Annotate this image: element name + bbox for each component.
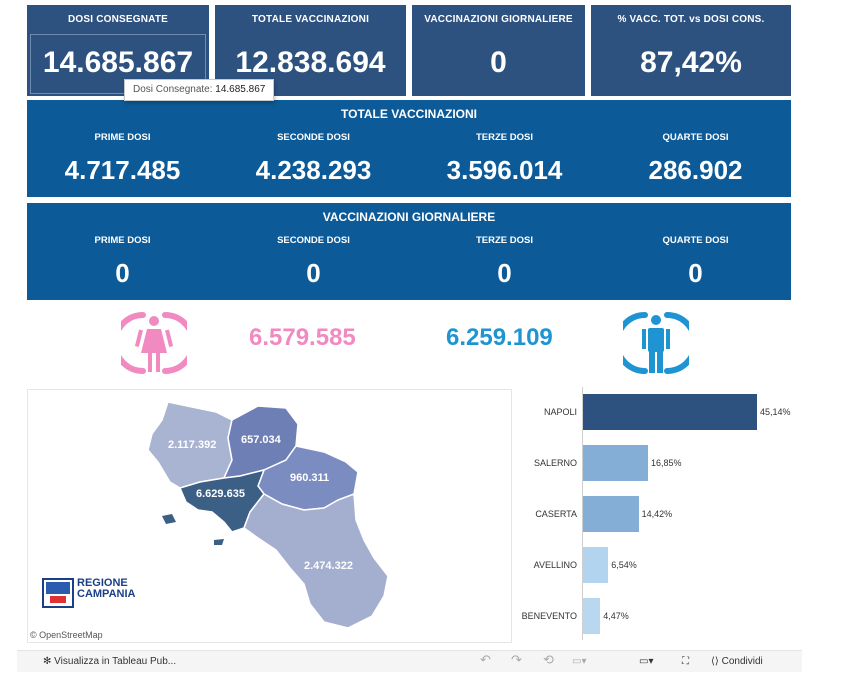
stat-value: 286.902 [648, 155, 743, 185]
map-attribution[interactable]: © OpenStreetMap [30, 630, 103, 640]
female-count: 6.579.585 [249, 324, 356, 351]
bar-value-label: 4,47% [603, 611, 629, 621]
daily-prime-dosi[interactable]: PRIME DOSI 0 [27, 224, 218, 289]
stat-value: 3.596.014 [446, 155, 563, 185]
stat-value: 0 [306, 258, 321, 288]
male-person-icon [614, 308, 698, 383]
daily-seconde-dosi[interactable]: SECONDE DOSI 0 [218, 224, 409, 289]
kpi-label: TOTALE VACCINAZIONI [251, 14, 370, 25]
stat-value: 0 [688, 258, 703, 288]
province-salerno[interactable] [243, 492, 389, 629]
label-caserta: 2.117.392 [168, 439, 217, 451]
stat-terze-dosi[interactable]: TERZE DOSI 3.596.014 [409, 121, 600, 186]
view-on-tableau-link[interactable]: ✻ Visualizza in Tableau Pub... [43, 655, 176, 669]
stat-label: QUARTE DOSI [662, 132, 729, 143]
island-capri [214, 539, 224, 545]
tableau-icon: ✻ [43, 656, 52, 667]
bar-row-napoli[interactable]: NAPOLI 45,14% [515, 394, 791, 430]
bar[interactable] [583, 445, 648, 481]
campania-map[interactable]: 2.117.392 657.034 960.311 6.629.635 2.47… [27, 389, 512, 643]
view-label: Visualizza in Tableau Pub... [54, 656, 177, 667]
kpi-value: 12.838.694 [235, 46, 386, 79]
label-salerno: 2.474.322 [304, 560, 353, 572]
panel-title: VACCINAZIONI GIORNALIERE [322, 210, 496, 224]
logo-line-2: CAMPANIA [77, 588, 136, 600]
selection-box [30, 34, 206, 94]
female-person-icon [112, 308, 196, 383]
label-avellino: 960.311 [290, 472, 330, 484]
stat-seconde-dosi[interactable]: SECONDE DOSI 4.238.293 [218, 121, 409, 186]
stat-value: 4.717.485 [64, 155, 181, 185]
revert-icon[interactable]: ⟲ [543, 652, 554, 667]
kpi-label: DOSI CONSEGNATE [67, 14, 169, 25]
share-label: Condividi [721, 656, 763, 667]
bar-row-caserta[interactable]: CASERTA 14,42% [515, 496, 791, 532]
stat-label: TERZE DOSI [475, 132, 533, 143]
logo-line-1: REGIONE [77, 577, 128, 589]
kpi-value: 87,42% [640, 46, 742, 79]
regione-campania-emblem [42, 578, 74, 608]
panel-title: TOTALE VACCINAZIONI [341, 107, 477, 121]
device-layout-icon[interactable]: ▭▾ [639, 656, 654, 667]
bar-category-label: NAPOLI [543, 407, 577, 417]
stat-value: 4.238.293 [255, 155, 372, 185]
bar-row-benevento[interactable]: BENEVENTO 4,47% [515, 598, 791, 634]
fullscreen-icon[interactable]: ⛶ [682, 656, 689, 667]
bar-category-label: SALERNO [533, 458, 577, 468]
stat-label: SECONDE DOSI [277, 132, 350, 143]
tooltip-value: 14.685.867 [215, 84, 266, 95]
bar[interactable] [583, 496, 639, 532]
province-bar-chart: NAPOLI 45,14% SALERNO 16,85% CASERTA 14,42% AV… [515, 387, 791, 640]
pause-icon[interactable]: ▭▾ [572, 656, 587, 667]
undo-icon[interactable]: ↶ [480, 652, 491, 667]
bar-category-label: BENEVENTO [521, 611, 577, 621]
redo-icon[interactable]: ↷ [511, 652, 522, 667]
chart-axis [582, 387, 583, 640]
daily-quarte-dosi[interactable]: QUARTE DOSI 0 [600, 224, 791, 289]
bar[interactable] [583, 394, 757, 430]
kpi-dosi-consegnate[interactable]: DOSI CONSEGNATE 14.685.867 [27, 5, 209, 96]
tooltip-label: Dosi Consegnate: [133, 84, 213, 95]
tooltip: Dosi Consegnate: 14.685.867 [124, 79, 275, 101]
kpi-label: % VACC. TOT. vs DOSI CONS. [617, 14, 765, 25]
bar-category-label: CASERTA [535, 509, 577, 519]
kpi-label: VACCINAZIONI GIORNALIERE [424, 14, 573, 25]
bar[interactable] [583, 547, 609, 583]
share-button[interactable]: ⟨⟩ Condividi [711, 655, 763, 669]
bar[interactable] [583, 598, 601, 634]
daily-terze-dosi[interactable]: TERZE DOSI 0 [409, 224, 600, 289]
share-icon: ⟨⟩ [711, 656, 719, 667]
tableau-toolbar: ✻ Visualizza in Tableau Pub... ↶ ↷ ⟲ ▭▾ … [17, 650, 802, 672]
bar-value-label: 16,85% [650, 458, 682, 468]
bar-category-label: AVELLINO [533, 560, 577, 570]
stat-label: PRIME DOSI [94, 132, 151, 143]
totale-vaccinazioni-panel: TOTALE VACCINAZIONI PRIME DOSI 4.717.485… [27, 100, 791, 197]
label-napoli: 6.629.635 [196, 488, 245, 500]
kpi-vaccinazioni-giornaliere[interactable]: VACCINAZIONI GIORNALIERE 0 [412, 5, 585, 96]
stat-value: 0 [497, 258, 512, 288]
kpi-value: 14.685.867 [42, 46, 194, 79]
bar-value-label: 6,54% [611, 560, 637, 570]
regione-campania-logo: REGIONE CAMPANIA [42, 578, 135, 608]
male-count: 6.259.109 [446, 324, 553, 351]
stat-quarte-dosi[interactable]: QUARTE DOSI 286.902 [600, 121, 791, 186]
bar-value-label: 45,14% [760, 407, 791, 417]
stat-label: SECONDE DOSI [277, 235, 350, 246]
stat-prime-dosi[interactable]: PRIME DOSI 4.717.485 [27, 121, 218, 186]
stat-label: PRIME DOSI [94, 235, 151, 246]
bar-row-avellino[interactable]: AVELLINO 6,54% [515, 547, 791, 583]
stat-label: QUARTE DOSI [662, 235, 729, 246]
bar-value-label: 14,42% [641, 509, 673, 519]
kpi-value: 0 [490, 46, 507, 79]
bar-row-salerno[interactable]: SALERNO 16,85% [515, 445, 791, 481]
stat-label: TERZE DOSI [475, 235, 533, 246]
vaccinazioni-giornaliere-panel: VACCINAZIONI GIORNALIERE PRIME DOSI 0 SE… [27, 203, 791, 300]
label-benevento: 657.034 [241, 434, 281, 446]
stat-value: 0 [115, 258, 130, 288]
kpi-percent-vaccinazioni[interactable]: % VACC. TOT. vs DOSI CONS. 87,42% [591, 5, 791, 96]
island-ischia [162, 514, 176, 524]
